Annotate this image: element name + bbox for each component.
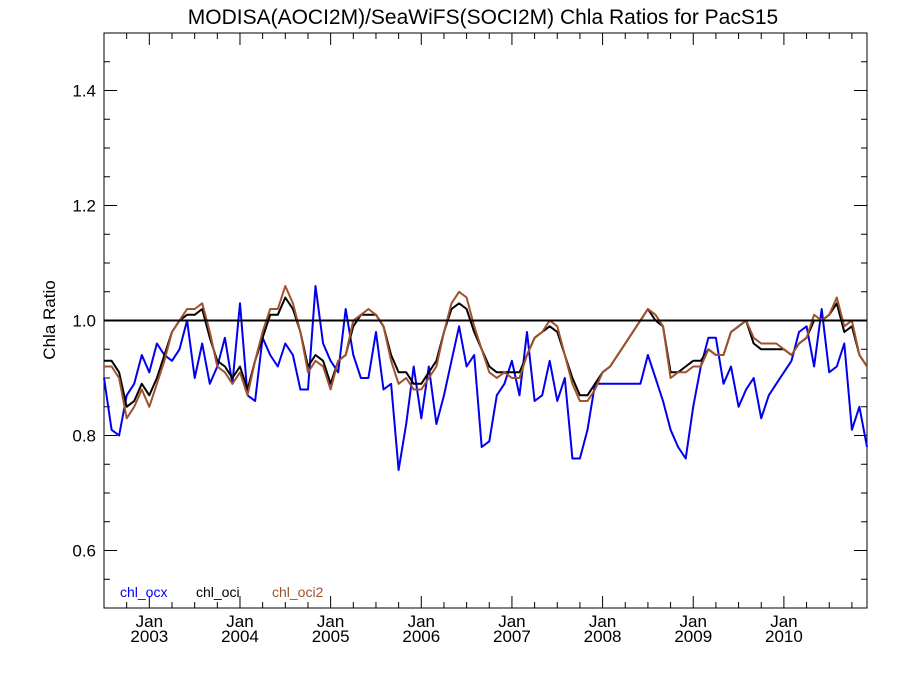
x-tick-label-month: Jan bbox=[680, 612, 707, 631]
series-line-chl-ocx bbox=[103, 285, 868, 471]
series-line-chl-oci2 bbox=[104, 285, 868, 420]
x-tick-label-year: 2008 bbox=[584, 627, 622, 646]
legend-label-chl-oci2: chl_oci2 bbox=[272, 584, 324, 600]
series-line-chl-oci bbox=[104, 296, 868, 408]
legend: chl_ocx chl_oci chl_oci2 bbox=[120, 584, 324, 600]
legend-label-chl-oci: chl_oci bbox=[196, 584, 240, 600]
y-tick-label: 1.4 bbox=[72, 82, 96, 101]
y-tick-label: 1.2 bbox=[72, 197, 96, 216]
y-tick-label: 0.6 bbox=[72, 542, 96, 561]
x-tick-label-month: Jan bbox=[589, 612, 616, 631]
x-tick-label-year: 2009 bbox=[674, 627, 712, 646]
plot-area: 0.60.81.01.21.4Jan2003Jan2004Jan2005Jan2… bbox=[72, 32, 868, 646]
x-tick-label-month: Jan bbox=[317, 612, 344, 631]
y-tick-label: 1.0 bbox=[72, 312, 96, 331]
y-tick-label: 0.8 bbox=[72, 427, 96, 446]
chart-title: MODISA(AOCI2M)/SeaWiFS(SOCI2M) Chla Rati… bbox=[188, 6, 778, 29]
x-tick-label-year: 2004 bbox=[221, 627, 259, 646]
x-tick-label-year: 2003 bbox=[130, 627, 168, 646]
x-tick-label-month: Jan bbox=[136, 612, 163, 631]
x-tick-label-month: Jan bbox=[408, 612, 435, 631]
x-tick-label-year: 2007 bbox=[493, 627, 531, 646]
y-axis-label: Chla Ratio bbox=[40, 280, 59, 359]
x-tick-label-month: Jan bbox=[226, 612, 253, 631]
x-tick-label-year: 2010 bbox=[765, 627, 803, 646]
x-tick-label-year: 2005 bbox=[312, 627, 350, 646]
x-tick-label-month: Jan bbox=[770, 612, 797, 631]
legend-label-chl-ocx: chl_ocx bbox=[120, 584, 167, 600]
x-tick-label-year: 2006 bbox=[402, 627, 440, 646]
x-tick-label-month: Jan bbox=[498, 612, 525, 631]
